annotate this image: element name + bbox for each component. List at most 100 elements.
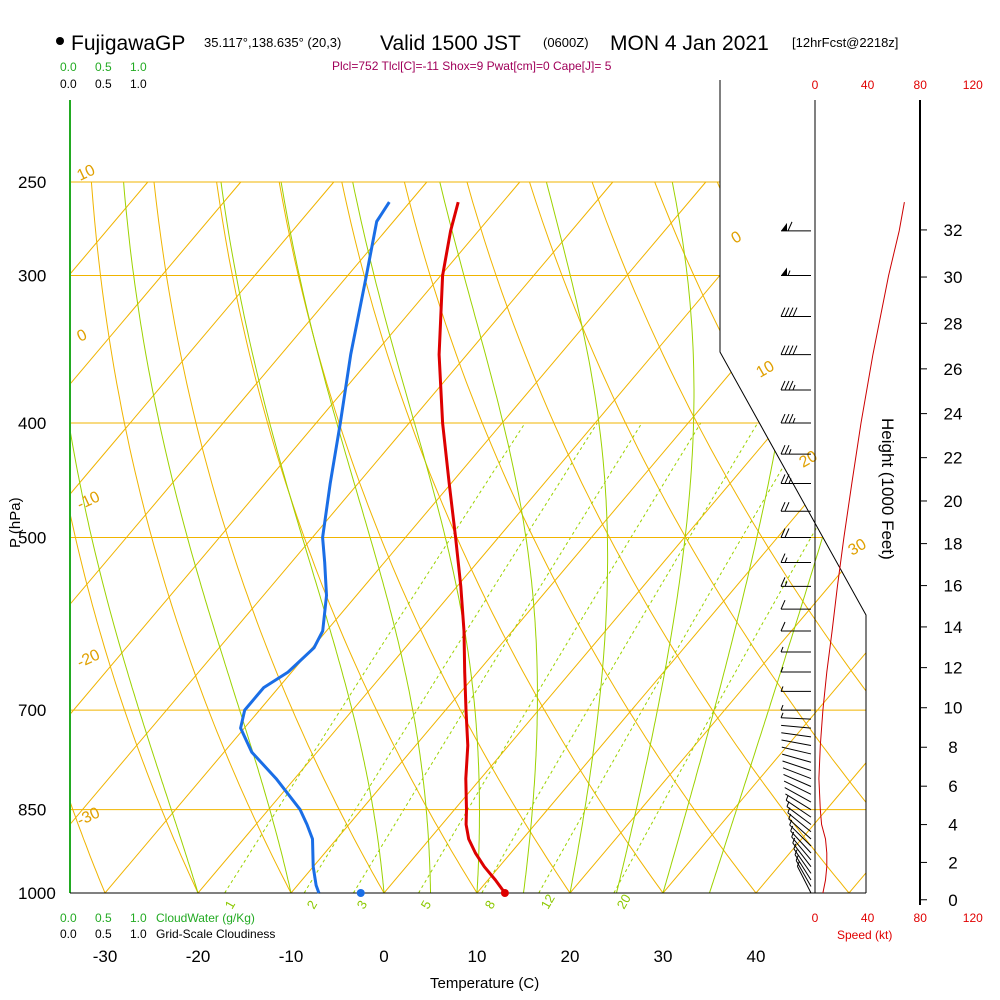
wind-barb (781, 753, 812, 763)
moist-adiabat (220, 181, 385, 893)
wind-barb-feather (788, 345, 794, 355)
wind-barb-half-feather (785, 795, 789, 801)
pressure-label: 850 (18, 801, 46, 820)
moist-adiabat (70, 181, 199, 893)
wind-barb-feather (780, 413, 786, 424)
wind-barb (783, 780, 812, 795)
wind-barb-half-feather (792, 837, 796, 844)
cloudiness-tick-top-1: 0.5 (95, 77, 112, 91)
wind-barb-feather (788, 413, 794, 424)
wind-barb-half-feather (780, 712, 784, 718)
wind-barb-feather (784, 444, 790, 455)
moist-adiabat (616, 181, 695, 893)
height-tick-label: 22 (944, 449, 963, 468)
height-tick-label: 20 (944, 492, 963, 511)
isotherm-label: 30 (846, 536, 870, 560)
wind-barb-half-feather (780, 646, 784, 653)
wind-barb-feather (780, 621, 786, 632)
wind-barb (789, 824, 812, 847)
wind-speed-line (818, 202, 905, 894)
grid-layer (69, 80, 867, 894)
height-tick-label: 14 (944, 618, 963, 637)
height-axis-label: Height (1000 Feet) (878, 418, 897, 560)
pressure-label: 400 (18, 414, 46, 433)
speed-axis-label: Speed (kt) (837, 928, 892, 942)
pressure-label: 300 (18, 267, 46, 286)
wind-barb-half-feather (788, 448, 792, 455)
dry-adiabat (403, 181, 757, 893)
wind-barb (781, 724, 812, 729)
pressure-label: 1000 (18, 884, 56, 903)
cloudiness-tick-bottom-2: 1.0 (130, 927, 147, 941)
wind-barb (791, 836, 812, 861)
wind-barb-half-feather (791, 831, 795, 838)
temperature-tick-label: 20 (561, 947, 580, 966)
dewpoint-profile-line (239, 201, 391, 894)
wind-barb (794, 854, 812, 881)
wind-barb-feather (792, 345, 798, 355)
moist-adiabat (439, 181, 538, 893)
cloud-water-tick-bottom-1: 0.5 (95, 911, 112, 925)
cloud-water-tick-top-1: 0.5 (95, 60, 112, 74)
wind-barb (793, 848, 812, 874)
wind-barb-half-feather (784, 581, 788, 587)
wind-barb (784, 787, 812, 803)
height-tick-label: 32 (944, 221, 963, 240)
wind-barb (782, 760, 812, 771)
height-tick-label: 18 (944, 535, 963, 554)
height-tick-label: 10 (944, 699, 963, 718)
wind-barb-feather (787, 221, 793, 232)
cloudiness-tick-bottom-0: 0.0 (60, 927, 77, 941)
station-name: FujigawaGP (71, 32, 185, 55)
isotherm-line (70, 181, 242, 893)
wind-barb-feather (784, 413, 790, 424)
dry-adiabat (70, 181, 199, 893)
wind-barb (785, 793, 812, 811)
mixing-ratio-line (613, 422, 866, 893)
temperature-tick-label: 40 (747, 947, 766, 966)
cloud-water-tick-top-0: 0.0 (60, 60, 77, 74)
wind-barb (795, 860, 812, 887)
wind-barb-feather (784, 380, 790, 391)
wind-barb (786, 806, 812, 825)
mixing-ratio-label: 12 (538, 891, 558, 911)
height-tick-label: 2 (948, 853, 957, 872)
wind-barb (782, 767, 812, 780)
wind-barb (792, 842, 812, 867)
x-axis-label: Temperature (C) (430, 975, 539, 992)
cloud-water-tick-top-2: 1.0 (130, 60, 147, 74)
speed-tick-top: 80 (914, 78, 928, 92)
height-tick-label: 6 (948, 777, 957, 796)
wind-barb-pennant (781, 222, 787, 231)
temperature-tick-label: -10 (279, 947, 304, 966)
wind-barb-half-feather (780, 704, 784, 711)
wind-barb-feather (784, 307, 790, 317)
temperature-tick-label: 0 (379, 947, 388, 966)
wind-barb (788, 818, 812, 840)
wind-barb-feather (780, 501, 786, 512)
speed-tick-bottom: 0 (812, 911, 819, 925)
pressure-label: 500 (18, 529, 46, 548)
y-axis-label: P (hPa) (7, 497, 24, 548)
wind-barb-half-feather (787, 270, 791, 276)
moist-adiabat (123, 181, 292, 893)
speed-tick-top: 40 (861, 78, 875, 92)
station-dot-icon (56, 37, 64, 45)
stability-indices: Plcl=752 Tlcl[C]=-11 Shox=9 Pwat[cm]=0 C… (332, 59, 612, 73)
wind-barb (790, 830, 812, 854)
cloudiness-tick-top-0: 0.0 (60, 77, 77, 91)
wind-barb (796, 866, 812, 894)
mixing-ratio-label: 20 (614, 891, 634, 911)
surface-temperature-point (500, 889, 509, 897)
temperature-profile-line (437, 201, 507, 894)
station-coords: 35.117°,138.635° (20,3) (204, 35, 341, 50)
wind-barb (785, 799, 812, 818)
moist-adiabat (352, 181, 480, 893)
temperature-tick-label: -20 (186, 947, 211, 966)
height-tick-label: 12 (944, 659, 963, 678)
dry-adiabat (529, 181, 866, 893)
cloud-water-tick-bottom-0: 0.0 (60, 911, 77, 925)
speed-tick-top: 0 (812, 78, 819, 92)
height-tick-label: 28 (944, 314, 963, 333)
wind-barb (781, 746, 812, 755)
